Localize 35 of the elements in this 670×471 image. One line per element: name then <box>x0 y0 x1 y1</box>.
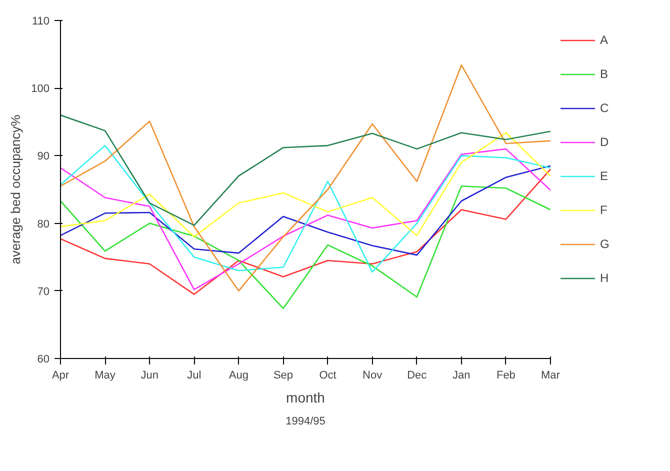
line-series <box>60 165 550 256</box>
x-tick-label: May <box>94 370 116 382</box>
line-series <box>60 114 550 226</box>
y-axis-title: average bed occupancy% <box>8 114 24 264</box>
line-series <box>60 132 550 238</box>
line-series <box>60 185 550 310</box>
y-tick-label: 60 <box>37 354 50 366</box>
legend-label: C <box>600 101 610 115</box>
x-tick-label: Apr <box>52 370 70 382</box>
x-tick-label: Oct <box>319 370 336 382</box>
y-tick-label: 80 <box>37 218 50 230</box>
legend-label: H <box>600 271 610 285</box>
legend-label: B <box>600 67 610 81</box>
line-series <box>60 168 550 295</box>
x-tick-label: Jun <box>140 370 158 382</box>
x-tick-label: Dec <box>407 370 428 382</box>
x-tick-label: Sep <box>273 370 294 382</box>
line-series <box>60 64 550 292</box>
legend-label: A <box>600 33 610 47</box>
legend-label: D <box>600 135 610 149</box>
x-tick-label: Mar <box>541 370 560 382</box>
text: 1994/95 <box>286 416 326 428</box>
y-tick-label: 90 <box>37 150 50 163</box>
x-tick-label: Nov <box>362 370 383 382</box>
y-tick-label: 70 <box>37 286 50 298</box>
x-axis-title: month <box>286 390 325 406</box>
legend-label: E <box>600 169 610 183</box>
x-tick-label: Jan <box>452 370 470 382</box>
x-tick-label: Aug <box>228 370 248 382</box>
legend-label: F <box>600 203 608 217</box>
legend-label: G <box>600 237 610 251</box>
x-tick-label: Jul <box>187 370 202 382</box>
y-tick-label: 100 <box>31 83 50 96</box>
y-tick-label: 110 <box>32 16 50 28</box>
x-tick-label: Feb <box>496 370 516 382</box>
